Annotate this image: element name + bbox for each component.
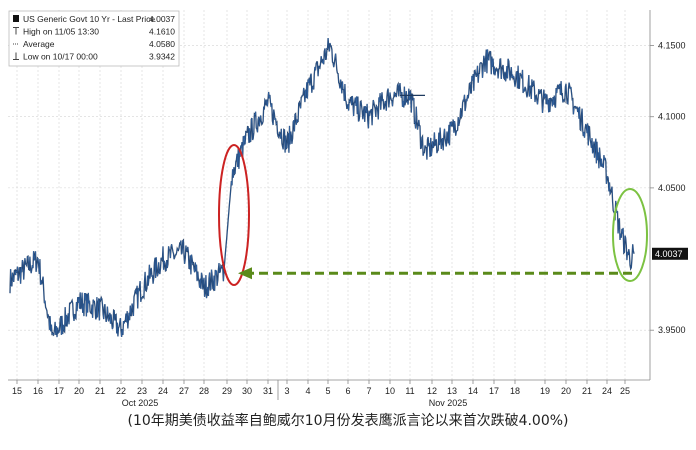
x-tick-label: 21 [582,386,592,396]
legend-label: Low on 10/17 00:00 [23,52,98,62]
x-tick-label: 11 [405,386,414,396]
annotations [218,144,648,286]
x-tick-label: 3 [284,386,289,396]
x-tick-label: 20 [74,386,84,396]
price-line [9,37,635,338]
month-label: Oct 2025 [122,398,159,408]
x-tick-label: 31 [263,386,273,396]
price-line-highlight [9,37,635,338]
y-tick-label: 4.1000 [658,112,686,122]
x-tick-label: 16 [33,386,43,396]
x-tick-label: 24 [602,386,612,396]
x-tick-label: 28 [199,386,209,396]
x-tick-label: 23 [137,386,147,396]
yield-chart: 15 16 17 20 21 22 23 24 27 28 29 30 31 3 4 5 6 7 10 11 12 13 1… [8,10,688,408]
price-series [9,37,635,338]
last-price-tag [652,247,688,260]
legend-value: 3.9342 [149,52,175,62]
x-tick-label: 24 [158,386,168,396]
y-tick-label: 3.9500 [658,325,686,335]
x-tick-label: 17 [54,386,64,396]
last-price-tag-text: 4.0037 [655,249,683,259]
x-tick-label: 25 [620,386,630,396]
month-label: Nov 2025 [429,398,468,408]
x-tick-label: 14 [468,386,478,396]
low-marker-icon [13,52,19,60]
legend-value: 4.1610 [149,27,175,37]
arrow-head [238,267,252,280]
y-tick-label: 4.1500 [658,41,686,51]
x-tick-label: 6 [345,386,350,396]
y-axis: 4.1500 4.1000 4.0500 3.9500 4.0037 [649,10,688,380]
legend-label: US Generic Govt 10 Yr - Last Price [23,14,155,24]
x-tick-label: 20 [561,386,571,396]
caption: (10年期美债收益率自鲍威尔10月份发表鹰派言论以来首次跌破4.00%) [127,413,569,429]
legend-value: 4.0580 [149,39,175,49]
x-tick-label: 10 [385,386,395,396]
x-tick-label: 7 [366,386,371,396]
x-tick-label: 27 [179,386,189,396]
x-tick-label: 30 [242,386,252,396]
legend-box: US Generic Govt 10 Yr - Last Price4.0037… [8,10,180,67]
green-circle-annotation [612,188,648,282]
y-tick-label: 4.0500 [658,183,686,193]
x-tick-label: 21 [95,386,105,396]
x-tick-label: 13 [447,386,457,396]
x-tick-label: 12 [427,386,437,396]
x-tick-label: 15 [12,386,22,396]
x-tick-label: 29 [222,386,232,396]
legend-frame [8,10,180,67]
black-square-icon [13,15,19,22]
x-tick-label: 22 [116,386,126,396]
x-tick-label: 17 [489,386,499,396]
legend-label: Average [23,39,55,49]
x-tick-label: 19 [540,386,550,396]
x-tick-label: 4 [305,386,310,396]
x-tick-label: 5 [325,386,330,396]
x-axis: 15 16 17 20 21 22 23 24 27 28 29 30 31 3 4 5 6 7 10 11 12 13 1… [8,379,650,408]
high-marker-icon [13,27,19,35]
x-tick-label: 18 [510,386,520,396]
legend-value: 4.0037 [149,14,175,24]
legend-label: High on 11/05 13:30 [23,27,99,37]
red-circle-annotation [218,144,250,286]
